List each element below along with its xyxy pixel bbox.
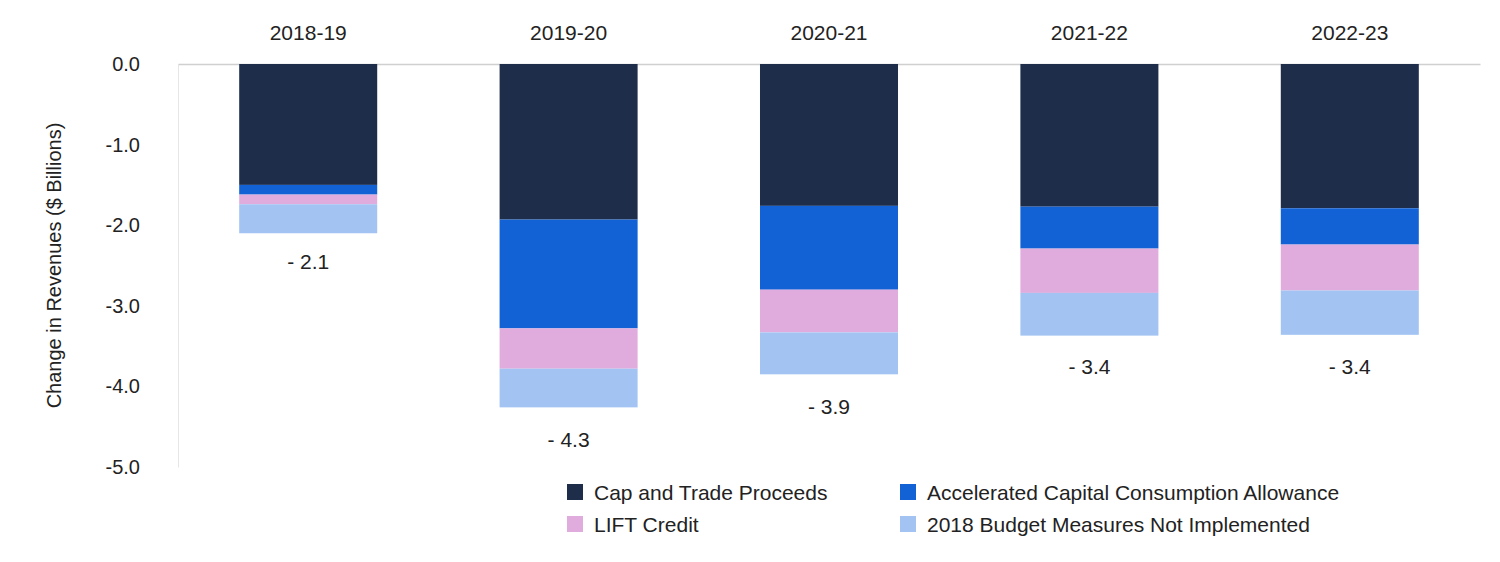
x-tick-label: 2021-22 (1051, 21, 1128, 44)
total-label: - 3.9 (808, 395, 850, 418)
x-tick-label: 2018-19 (270, 21, 347, 44)
y-tick-label: -1.0 (106, 134, 140, 156)
chart: 0.0 -1.0 -2.0 -3.0 -4.0 -5.0 Change in Revenue… (0, 0, 1500, 562)
y-tick: -5.0 (106, 456, 178, 478)
legend-item: Accelerated Capital Consumption Allowanc… (900, 481, 1339, 504)
total-label: - 3.4 (1068, 355, 1110, 378)
bar-segment (239, 195, 377, 205)
bar-segment (760, 64, 898, 206)
y-tick: 0.0 (112, 53, 178, 75)
bar-segment (239, 185, 377, 195)
bar-segment (1281, 208, 1419, 244)
x-tick: 2018-19 (270, 21, 347, 64)
y-tick: -4.0 (106, 375, 178, 397)
legend-item: Cap and Trade Proceeds (567, 481, 827, 504)
bar-segment (239, 64, 377, 185)
total-label: - 3.4 (1329, 355, 1371, 378)
total-labels: - 2.1 - 4.3 - 3.9 - 3.4 - 3.4 (287, 250, 1371, 450)
legend-label: Cap and Trade Proceeds (594, 481, 827, 504)
y-tick: -3.0 (106, 295, 178, 317)
bar-segment (1020, 207, 1158, 249)
y-tick-label: -2.0 (106, 214, 140, 236)
bar-segment (1281, 64, 1419, 208)
y-tick: -2.0 (106, 214, 178, 236)
bar-segment (760, 332, 898, 374)
legend-item: LIFT Credit (567, 513, 699, 536)
bar-segment (239, 204, 377, 233)
legend: Cap and Trade Proceeds Accelerated Capita… (567, 481, 1339, 536)
bar-segment (1020, 293, 1158, 336)
bar-segment (760, 290, 898, 333)
series (239, 64, 1419, 220)
legend-label: Accelerated Capital Consumption Allowanc… (927, 481, 1339, 504)
x-tick-label: 2020-21 (790, 21, 867, 44)
x-tick-label: 2022-23 (1311, 21, 1388, 44)
x-tick: 2021-22 (1051, 21, 1128, 64)
total-label: - 4.3 (548, 428, 590, 451)
bar-segment (500, 328, 638, 368)
x-tick: 2022-23 (1311, 21, 1388, 64)
legend-swatch (900, 484, 916, 500)
y-axis: 0.0 -1.0 -2.0 -3.0 -4.0 -5.0 (106, 53, 179, 478)
y-tick-label: -5.0 (106, 456, 140, 478)
x-axis: 2018-19 2019-20 2020-21 2021-22 2022-23 (179, 21, 1481, 65)
legend-item: 2018 Budget Measures Not Implemented (900, 513, 1310, 536)
x-tick: 2019-20 (530, 21, 607, 64)
series (239, 204, 1419, 407)
bar-segment (1020, 249, 1158, 293)
y-axis-line (178, 65, 179, 468)
bar-segment (500, 220, 638, 329)
bar-segment (500, 369, 638, 408)
bar-segment (1281, 245, 1419, 291)
bar-segment (760, 206, 898, 290)
bar-segment (500, 64, 638, 220)
legend-label: 2018 Budget Measures Not Implemented (927, 513, 1310, 536)
legend-swatch (900, 516, 916, 532)
x-tick-label: 2019-20 (530, 21, 607, 44)
legend-label: LIFT Credit (594, 513, 699, 536)
bar-segment (1281, 290, 1419, 334)
legend-swatch (567, 516, 583, 532)
y-tick-label: -4.0 (106, 375, 140, 397)
y-tick: -1.0 (106, 134, 178, 156)
total-label: - 2.1 (287, 250, 329, 273)
legend-swatch (567, 484, 583, 500)
y-tick-label: -3.0 (106, 295, 140, 317)
bars (239, 64, 1419, 407)
bar-segment (1020, 64, 1158, 207)
y-axis-title: Change in Revenues ($ Billions) (43, 123, 65, 409)
x-tick: 2020-21 (790, 21, 867, 64)
y-tick-label: 0.0 (112, 53, 140, 75)
